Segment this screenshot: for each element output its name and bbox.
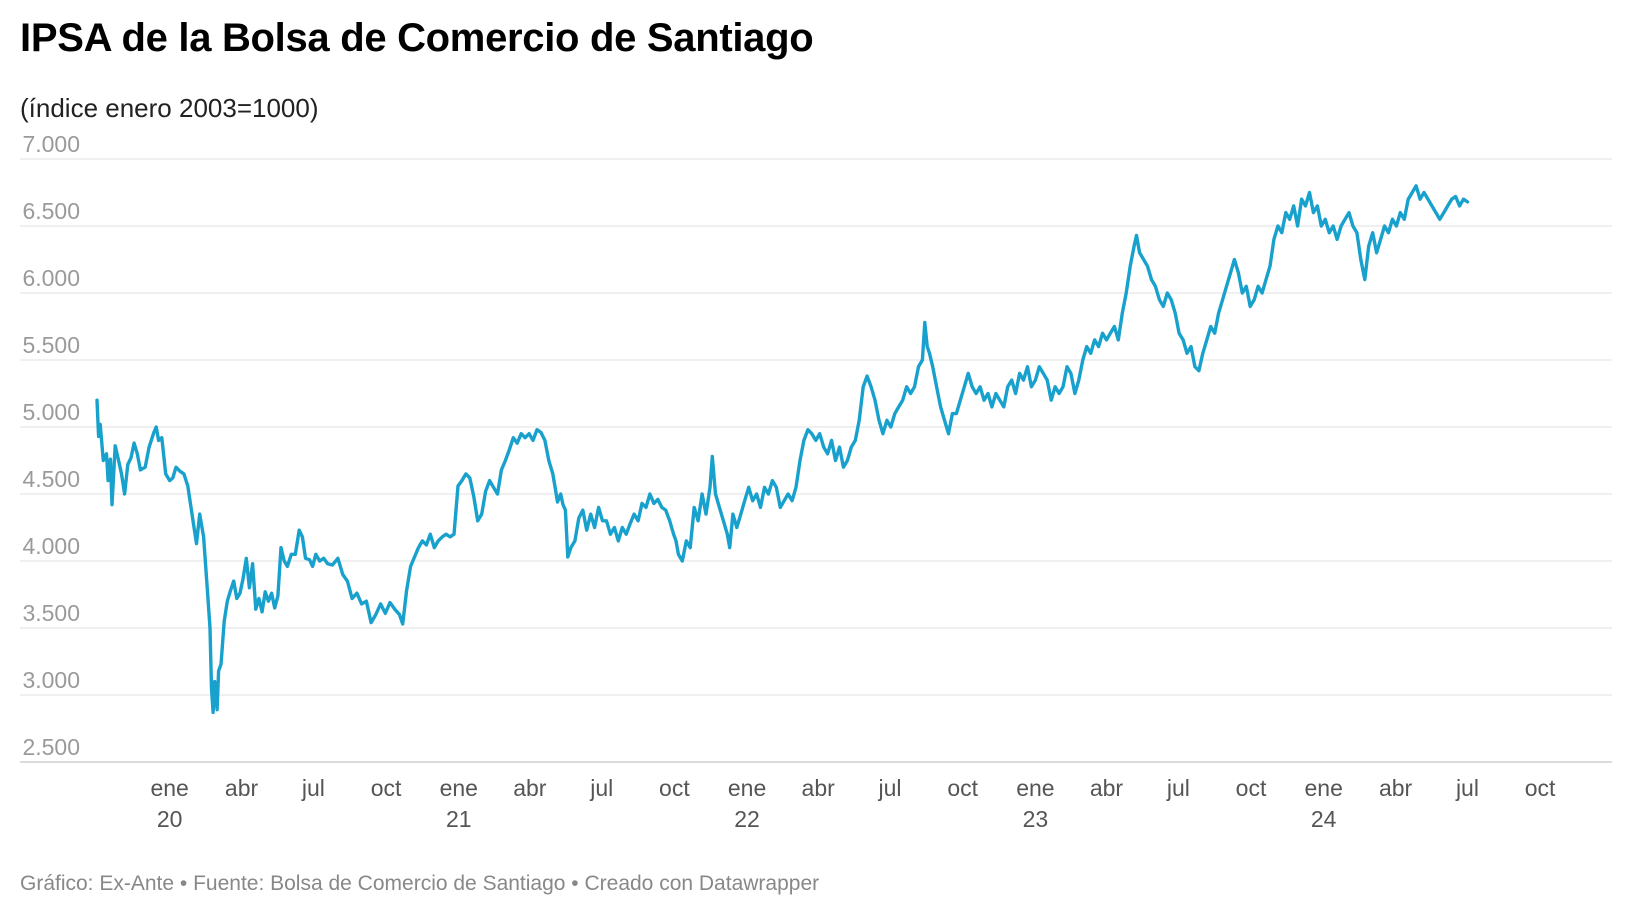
x-tick-label: oct <box>1525 775 1556 801</box>
x-tick-label: oct <box>1236 775 1267 801</box>
x-tick-label: abr <box>1090 775 1124 801</box>
x-tick-label: jul <box>878 775 902 801</box>
y-tick-label: 4.000 <box>22 533 80 559</box>
series-line-ipsa <box>95 184 1470 715</box>
x-tick-label: abr <box>513 775 547 801</box>
x-tick-label: jul <box>1455 775 1479 801</box>
x-tick-year-label: 22 <box>734 806 760 832</box>
y-tick-label: 4.500 <box>22 466 80 492</box>
x-tick-year-label: 21 <box>446 806 472 832</box>
x-tick-label: abr <box>1379 775 1413 801</box>
x-tick-label: ene <box>1016 775 1054 801</box>
x-tick-label: oct <box>659 775 690 801</box>
x-tick-label: ene <box>440 775 478 801</box>
y-tick-label: 6.500 <box>22 198 80 224</box>
y-tick-label: 3.000 <box>22 667 80 693</box>
x-tick-label: ene <box>1305 775 1343 801</box>
x-tick-label: ene <box>150 775 188 801</box>
y-axis-tick-labels: 2.500 3.000 3.500 4.000 4.500 5.000 5.500 6.000… <box>22 131 80 760</box>
x-tick-label: jul <box>589 775 613 801</box>
x-tick-label: ene <box>728 775 766 801</box>
y-tick-label: 5.500 <box>22 332 80 358</box>
y-tick-label: 5.000 <box>22 399 80 425</box>
gridlines <box>20 158 1612 763</box>
y-tick-label: 2.500 <box>22 734 80 760</box>
x-tick-year-label: 20 <box>157 806 183 832</box>
y-tick-label: 6.000 <box>22 265 80 291</box>
x-tick-label: jul <box>301 775 325 801</box>
y-tick-label: 7.000 <box>22 131 80 157</box>
x-tick-label: abr <box>225 775 259 801</box>
x-tick-year-label: 24 <box>1311 806 1337 832</box>
chart-subtitle: (índice enero 2003=1000) <box>20 93 319 123</box>
chart-footer-credit: Gráfico: Ex-Ante • Fuente: Bolsa de Come… <box>20 872 820 895</box>
y-tick-label: 3.500 <box>22 600 80 626</box>
series-layer <box>95 184 1470 715</box>
x-tick-label: abr <box>802 775 836 801</box>
x-tick-label: oct <box>947 775 978 801</box>
x-axis-tick-labels: ene 20 abr jul oct ene 21 abr jul oct ene 22 abr jul o… <box>150 775 1556 832</box>
x-tick-year-label: 23 <box>1023 806 1049 832</box>
x-tick-label: jul <box>1166 775 1190 801</box>
chart-title: IPSA de la Bolsa de Comercio de Santiago <box>20 16 814 60</box>
x-tick-label: oct <box>371 775 402 801</box>
